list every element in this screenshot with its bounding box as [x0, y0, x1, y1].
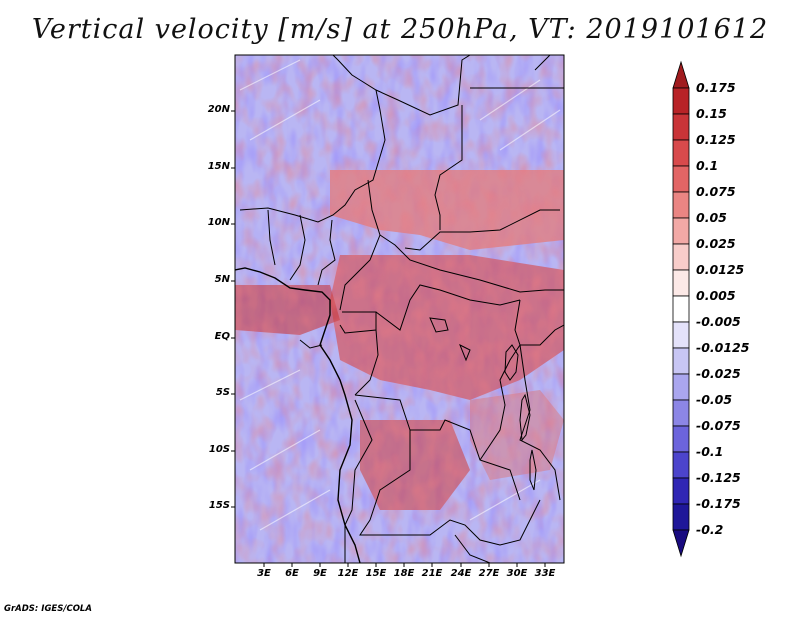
plot-frame	[234, 54, 565, 564]
lat-label-5s: 5S	[215, 387, 230, 398]
lon-label-6e: 6E	[285, 568, 299, 579]
colorbar-label: -0.175	[696, 496, 741, 511]
colorbar-label: -0.005	[696, 314, 741, 329]
colorbar-segment	[672, 87, 690, 115]
colorbar-segment	[672, 243, 690, 271]
colorbar	[672, 60, 690, 558]
lon-label-9e: 9E	[313, 568, 327, 579]
white-streaks	[239, 59, 561, 531]
lon-label-18e: 18E	[393, 568, 415, 579]
velocity-field	[235, 55, 564, 563]
colorbar-top-arrow	[672, 60, 690, 89]
colorbar-label: -0.0125	[696, 340, 750, 355]
lon-label-33e: 33E	[534, 568, 556, 579]
lat-label-5n: 5N	[214, 274, 230, 285]
colorbar-label: 0.05	[696, 210, 727, 225]
lon-label-27e: 27E	[478, 568, 500, 579]
colorbar-label: -0.125	[696, 470, 741, 485]
colorbar-label: 0.0125	[696, 262, 745, 277]
colorbar-segment	[672, 191, 690, 219]
lat-label-15n: 15N	[207, 161, 230, 172]
colorbar-segment	[672, 451, 690, 479]
colorbar-segment	[672, 269, 690, 297]
country-borders	[239, 55, 564, 563]
colorbar-label: -0.075	[696, 418, 741, 433]
colorbar-segment	[672, 139, 690, 167]
positive-texture	[235, 55, 564, 563]
colorbar-segment	[672, 503, 690, 531]
lat-label-10s: 10S	[208, 444, 230, 455]
lon-label-30e: 30E	[506, 568, 528, 579]
colorbar-bottom-arrow	[672, 529, 690, 558]
lat-label-eq: EQ	[214, 331, 230, 342]
colorbar-segment	[672, 321, 690, 349]
lat-label-20n: 20N	[207, 104, 230, 115]
colorbar-label: 0.005	[696, 288, 736, 303]
colorbar-label: -0.1	[696, 444, 724, 459]
colorbar-segment	[672, 399, 690, 427]
colorbar-label: -0.2	[696, 522, 724, 537]
lakes	[429, 317, 537, 491]
colorbar-segment	[672, 113, 690, 141]
colorbar-label: 0.1	[696, 158, 719, 173]
colorbar-label: 0.075	[696, 184, 736, 199]
map-title: Vertical velocity [m/s] at 250hPa, VT: 2…	[31, 14, 769, 45]
colorbar-label: 0.175	[696, 80, 736, 95]
lon-label-21e: 21E	[421, 568, 443, 579]
lon-label-24e: 24E	[450, 568, 472, 579]
lon-label-12e: 12E	[337, 568, 359, 579]
colorbar-label: -0.05	[696, 392, 733, 407]
colorbar-segment	[672, 373, 690, 401]
colorbar-segment	[672, 295, 690, 323]
grads-credit: GrADS: IGES/COLA	[4, 604, 92, 614]
axis-ticks	[231, 110, 546, 567]
colorbar-label: -0.025	[696, 366, 741, 381]
colorbar-segment	[672, 217, 690, 245]
lon-label-3e: 3E	[257, 568, 271, 579]
lat-label-10n: 10N	[207, 217, 230, 228]
colorbar-label: 0.025	[696, 236, 736, 251]
colorbar-segment	[672, 477, 690, 505]
colorbar-label: 0.15	[696, 106, 727, 121]
coastline	[235, 267, 361, 563]
lon-label-15e: 15E	[365, 568, 387, 579]
colorbar-segment	[672, 165, 690, 193]
colorbar-segment	[672, 425, 690, 453]
lat-label-15s: 15S	[208, 500, 230, 511]
colorbar-segment	[672, 347, 690, 375]
colorbar-label: 0.125	[696, 132, 736, 147]
